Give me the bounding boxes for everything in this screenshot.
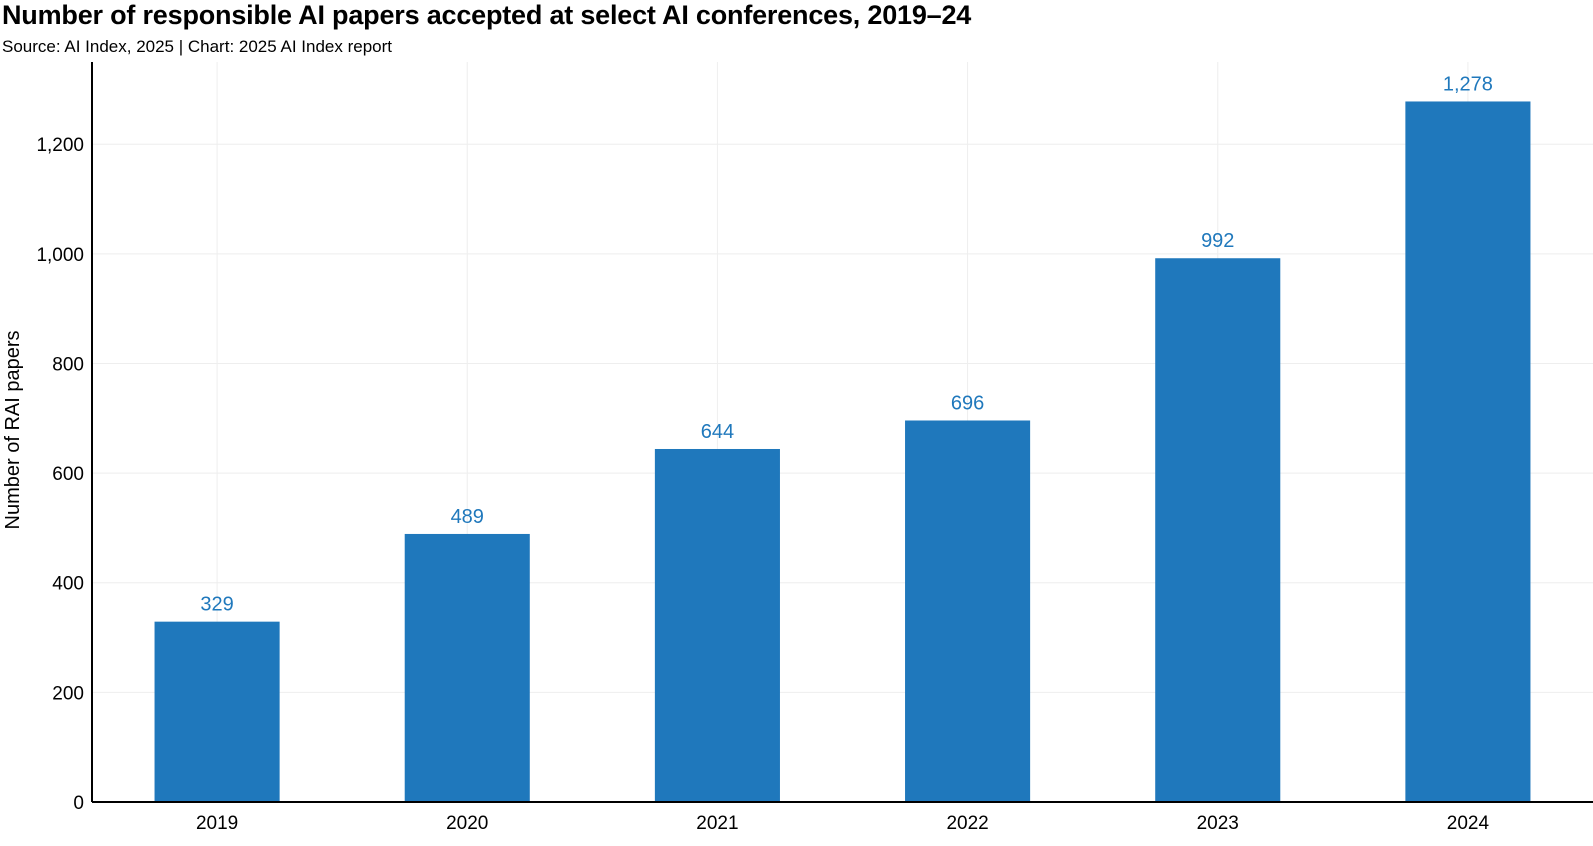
y-tick-label: 400 [52,574,84,595]
chart-subtitle: Source: AI Index, 2025 | Chart: 2025 AI … [2,37,392,56]
bar-value-label: 489 [451,506,484,528]
x-tick-label: 2022 [946,813,988,834]
bar-value-label: 696 [951,392,984,414]
x-tick-label: 2021 [696,813,738,834]
x-tick-label: 2019 [196,813,238,834]
bar-2019 [154,621,280,802]
bar-2024 [1405,101,1531,802]
bar-value-label: 992 [1201,230,1234,252]
x-tick-label: 2024 [1447,813,1490,834]
bar-2022 [905,420,1031,802]
grid-layer [92,62,1593,802]
y-tick-label: 800 [52,354,84,375]
axes-layer [91,62,1593,803]
y-tick-label: 1,000 [36,245,84,266]
x-tick-label: 2023 [1197,813,1239,834]
labels-layer: 0 200 400 600 800 1,000 1,200 329 2019 489 2020 644… [36,73,1492,834]
bar-2023 [1155,258,1281,802]
y-tick-label: 200 [52,683,84,704]
bars-layer [154,101,1531,802]
bar-value-label: 644 [701,421,734,443]
chart-title: Number of responsible AI papers accepted… [2,0,972,30]
y-tick-label: 0 [73,793,84,814]
x-tick-label: 2020 [446,813,488,834]
bar-value-label: 1,278 [1443,73,1493,95]
bar-value-label: 329 [200,594,233,616]
y-axis-title: Number of RAI papers [2,331,24,530]
bar-2020 [404,533,530,802]
bar-2021 [654,448,780,802]
y-tick-label: 1,200 [36,135,84,156]
y-tick-label: 600 [52,464,84,485]
